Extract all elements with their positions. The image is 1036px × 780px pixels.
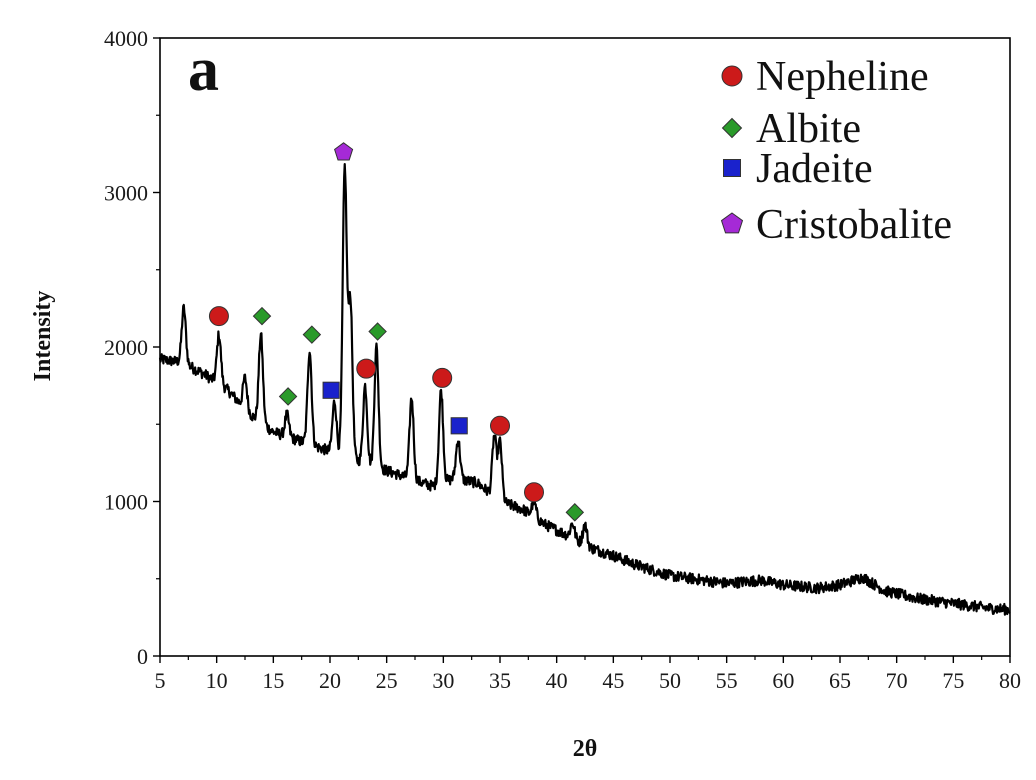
x-tick-label: 40: [546, 668, 568, 693]
nepheline-marker: [208, 306, 229, 327]
jadeite-marker: [450, 417, 468, 435]
y-tick-label: 0: [137, 644, 148, 669]
jadeite-marker: [322, 381, 340, 399]
legend-nepheline-label: Nepheline: [756, 54, 929, 100]
legend-jadeite-label: Jadeite: [756, 146, 873, 192]
legend-cristobalite-marker: [720, 212, 744, 234]
albite-marker: [565, 503, 585, 522]
x-tick-label: 60: [772, 668, 794, 693]
xrd-pattern-line: [158, 163, 1011, 616]
x-axis-ticks: 5 10 15 20 25 30 35 40 45 50 55 60 65 70 75 80: [155, 656, 1021, 693]
panel-label: a: [188, 36, 219, 104]
x-tick-label: 35: [489, 668, 511, 693]
albite-marker: [368, 322, 387, 341]
y-tick-label: 2000: [104, 335, 148, 360]
legend-jadeite-marker: [723, 159, 741, 177]
plot-frame: [159, 37, 1011, 657]
cristobalite-marker: [334, 142, 354, 161]
phase-markers: [208, 142, 585, 522]
y-tick-label: 4000: [104, 26, 148, 51]
nepheline-marker: [524, 482, 544, 503]
y-axis-ticks: 0 1000 2000 3000 4000: [104, 26, 160, 669]
nepheline-marker: [490, 415, 510, 436]
albite-marker: [252, 306, 272, 326]
y-axis-title: Intensity: [30, 291, 56, 382]
x-tick-label: 75: [942, 668, 964, 693]
x-tick-label: 45: [602, 668, 624, 693]
albite-marker: [302, 325, 322, 344]
x-tick-label: 5: [155, 668, 166, 693]
legend-albite-label: Albite: [756, 106, 861, 152]
x-tick-label: 20: [319, 668, 341, 693]
x-tick-label: 70: [886, 668, 908, 693]
x-tick-label: 65: [829, 668, 851, 693]
y-tick-label: 1000: [104, 490, 148, 515]
y-tick-label: 3000: [104, 181, 148, 206]
x-tick-label: 30: [432, 668, 454, 693]
x-tick-label: 50: [659, 668, 681, 693]
x-tick-label: 55: [716, 668, 738, 693]
legend-cristobalite-label: Cristobalite: [756, 202, 952, 248]
x-tick-label: 25: [376, 668, 398, 693]
albite-marker: [278, 387, 298, 406]
x-axis-title: 2θ: [573, 736, 598, 762]
x-tick-label: 10: [206, 668, 228, 693]
legend-nepheline-marker: [721, 65, 743, 87]
nepheline-marker: [356, 358, 377, 379]
x-tick-label: 80: [999, 668, 1021, 693]
x-tick-label: 15: [262, 668, 284, 693]
legend-albite-marker: [721, 117, 743, 139]
nepheline-marker: [432, 367, 453, 388]
